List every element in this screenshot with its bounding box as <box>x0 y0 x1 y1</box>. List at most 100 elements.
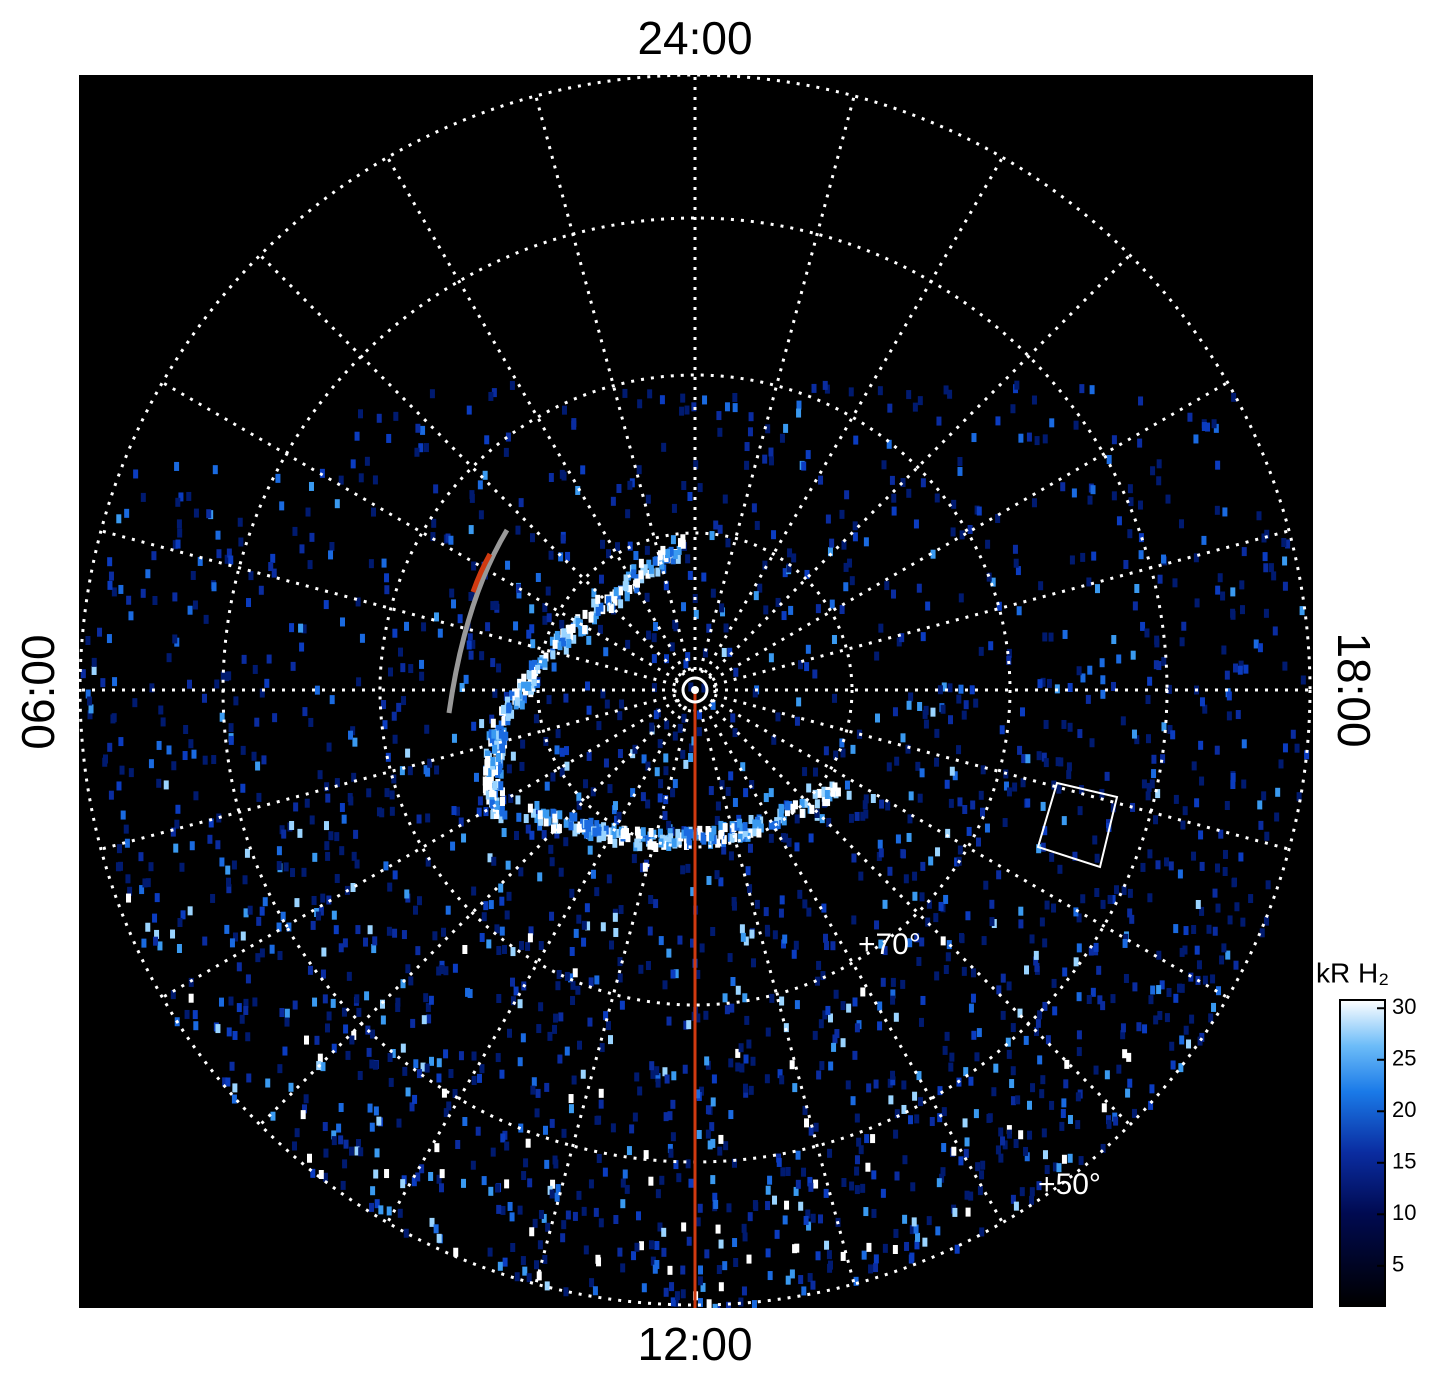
emission-pixel <box>541 830 547 840</box>
emission-pixel <box>331 1136 337 1146</box>
emission-pixel <box>1051 978 1057 988</box>
emission-pixel <box>797 889 803 899</box>
aurora-pixel <box>568 821 574 831</box>
emission-pixel <box>717 524 723 534</box>
emission-pixel <box>920 632 926 642</box>
aurora-pixel <box>778 814 784 824</box>
emission-pixel <box>1150 466 1156 476</box>
emission-pixel <box>156 778 162 788</box>
emission-pixel <box>944 779 950 789</box>
emission-pixel <box>452 963 458 973</box>
emission-pixel <box>691 402 697 412</box>
emission-pixel <box>331 910 337 920</box>
emission-pixel <box>547 1031 553 1041</box>
emission-pixel <box>148 862 154 872</box>
emission-pixel <box>187 906 193 916</box>
aurora-pixel <box>638 570 644 580</box>
emission-pixel <box>397 647 403 657</box>
emission-pixel <box>627 480 633 490</box>
emission-pixel <box>741 1223 747 1233</box>
emission-pixel <box>334 778 340 788</box>
emission-pixel <box>670 535 676 545</box>
aurora-pixel <box>758 823 764 833</box>
time-label-bottom: 12:00 <box>637 1318 752 1370</box>
emission-pixel <box>945 952 951 962</box>
emission-pixel <box>870 1134 876 1144</box>
emission-pixel <box>782 934 788 944</box>
emission-pixel <box>1177 983 1183 993</box>
emission-pixel <box>603 647 609 657</box>
emission-pixel <box>381 558 387 568</box>
aurora-pixel <box>640 827 646 837</box>
emission-pixel <box>1093 1065 1099 1075</box>
emission-pixel <box>1282 556 1288 566</box>
emission-pixel <box>690 938 696 948</box>
aurora-pixel <box>687 829 693 839</box>
aurora-pixel <box>700 832 706 842</box>
emission-pixel <box>529 1227 535 1237</box>
emission-pixel <box>304 798 310 808</box>
emission-pixel <box>573 928 579 938</box>
emission-pixel <box>1282 661 1288 671</box>
emission-pixel <box>805 1209 811 1219</box>
emission-pixel <box>554 1192 560 1202</box>
emission-pixel <box>493 600 499 610</box>
emission-pixel <box>212 465 218 475</box>
aurora-pixel <box>678 832 684 842</box>
emission-pixel <box>545 586 551 596</box>
emission-pixel <box>1111 435 1117 445</box>
emission-pixel <box>1240 917 1246 927</box>
emission-pixel <box>970 800 976 810</box>
emission-pixel <box>1231 878 1237 888</box>
emission-pixel <box>874 713 880 723</box>
emission-pixel <box>581 920 587 930</box>
emission-pixel <box>174 819 180 829</box>
emission-pixel <box>268 562 274 572</box>
aurora-pixel <box>634 838 640 848</box>
emission-pixel <box>430 532 436 542</box>
emission-pixel <box>618 699 624 709</box>
emission-pixel <box>470 1160 476 1170</box>
emission-pixel <box>1110 895 1116 905</box>
emission-pixel <box>166 745 172 755</box>
emission-pixel <box>1263 916 1269 926</box>
emission-pixel <box>721 845 727 855</box>
emission-pixel <box>537 1240 543 1250</box>
aurora-pixel <box>490 810 496 820</box>
emission-pixel <box>659 395 665 405</box>
emission-pixel <box>851 915 857 925</box>
emission-pixel <box>1258 820 1264 830</box>
emission-pixel <box>252 997 258 1007</box>
emission-pixel <box>415 423 421 433</box>
emission-pixel <box>877 386 883 396</box>
emission-pixel <box>277 1064 283 1074</box>
emission-pixel <box>783 833 789 843</box>
aurora-pixel <box>642 564 648 574</box>
aurora-pixel <box>494 800 500 810</box>
emission-pixel <box>670 969 676 979</box>
emission-pixel <box>620 1178 626 1188</box>
emission-pixel <box>308 717 314 727</box>
emission-pixel <box>948 1062 954 1072</box>
emission-pixel <box>254 717 260 727</box>
emission-pixel <box>854 1166 860 1176</box>
emission-pixel <box>1080 673 1086 683</box>
emission-pixel <box>728 1058 734 1068</box>
aurora-pixel <box>544 809 550 819</box>
aurora-pixel <box>731 823 737 833</box>
aurora-pixel <box>620 830 626 840</box>
emission-pixel <box>1020 778 1026 788</box>
emission-pixel <box>858 1145 864 1155</box>
emission-pixel <box>840 1251 846 1261</box>
aurora-pixel <box>483 766 489 776</box>
emission-pixel <box>1046 678 1052 688</box>
emission-pixel <box>317 770 323 780</box>
emission-pixel <box>744 460 750 470</box>
aurora-pixel <box>618 586 624 596</box>
emission-pixel <box>586 635 592 645</box>
emission-pixel <box>803 1215 809 1225</box>
emission-pixel <box>763 793 769 803</box>
emission-pixel <box>226 1027 232 1037</box>
emission-pixel <box>1100 899 1106 909</box>
